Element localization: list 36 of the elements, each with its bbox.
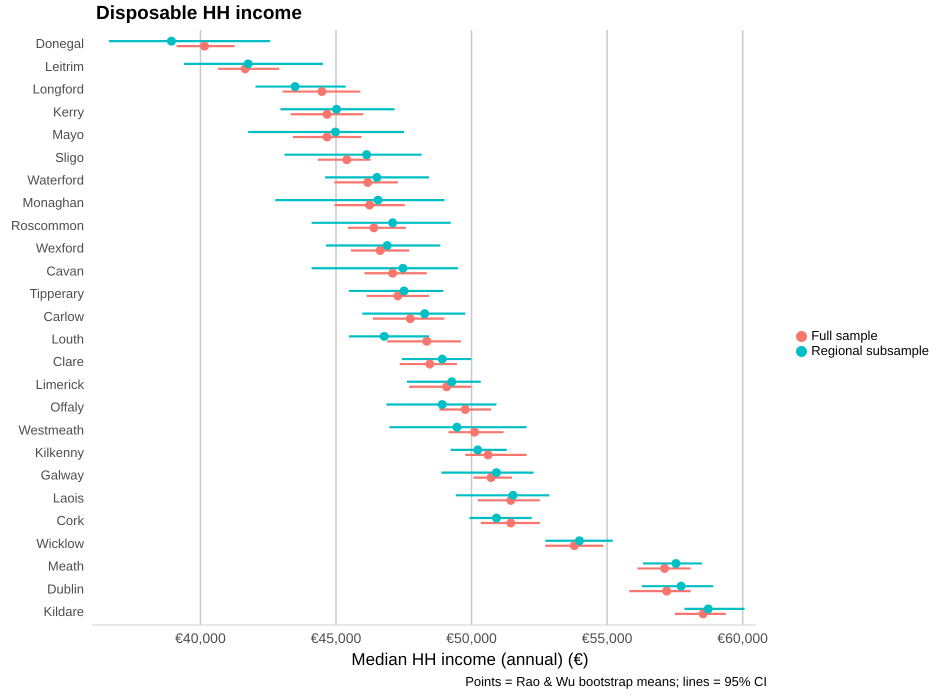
chart-title: Disposable HH income <box>96 3 302 25</box>
legend-label: Regional subsample <box>811 342 929 358</box>
y-tick-label: Cork <box>56 513 84 528</box>
y-tick-label: Waterford <box>27 172 84 188</box>
y-tick-label: Kilkenny <box>34 445 84 460</box>
text: Points = Rao & Wu bootstrap means; lines = 95% CI <box>465 674 767 689</box>
y-tick-label: Sligo <box>55 150 84 165</box>
y-tick-label: Monaghan <box>22 195 84 210</box>
y-tick-label: Limerick <box>36 376 84 392</box>
y-tick-label: Galway <box>40 468 84 483</box>
legend-label: Full sample <box>811 328 878 342</box>
y-tick-label: Clare <box>52 354 84 370</box>
y-tick-label: Dublin <box>47 581 84 596</box>
x-tick-label: €55,000 <box>582 630 633 646</box>
y-tick-label: Meath <box>48 558 84 574</box>
y-tick-label: Kildare <box>44 604 84 619</box>
y-tick-label: Longford <box>32 82 84 97</box>
y-tick-label: Kerry <box>52 104 84 120</box>
y-tick-label: Mayo <box>52 127 84 142</box>
y-tick-label: Wicklow <box>36 536 85 551</box>
x-tick-label: €50,000 <box>446 630 498 646</box>
y-tick-label: Carlow <box>44 308 85 324</box>
y-tick-label: Roscommon <box>11 218 84 233</box>
y-tick-label: Wexford <box>36 240 84 256</box>
y-tick-label: Louth <box>51 331 84 346</box>
x-tick-label: €45,000 <box>310 630 362 646</box>
y-tick-label: Westmeath <box>18 422 84 438</box>
y-tick-label: Tipperary <box>30 286 84 302</box>
x-tick-label: €40,000 <box>175 630 226 646</box>
y-tick-label: Laois <box>52 490 84 506</box>
x-axis-title: Median HH income (annual) (€) <box>350 650 590 670</box>
y-tick-label: Leitrim <box>44 58 84 74</box>
y-tick-label: Offaly <box>50 400 84 415</box>
y-tick-label: Cavan <box>46 263 84 278</box>
x-tick-label: €60,000 <box>717 630 768 646</box>
y-tick-label: Donegal <box>36 36 84 52</box>
